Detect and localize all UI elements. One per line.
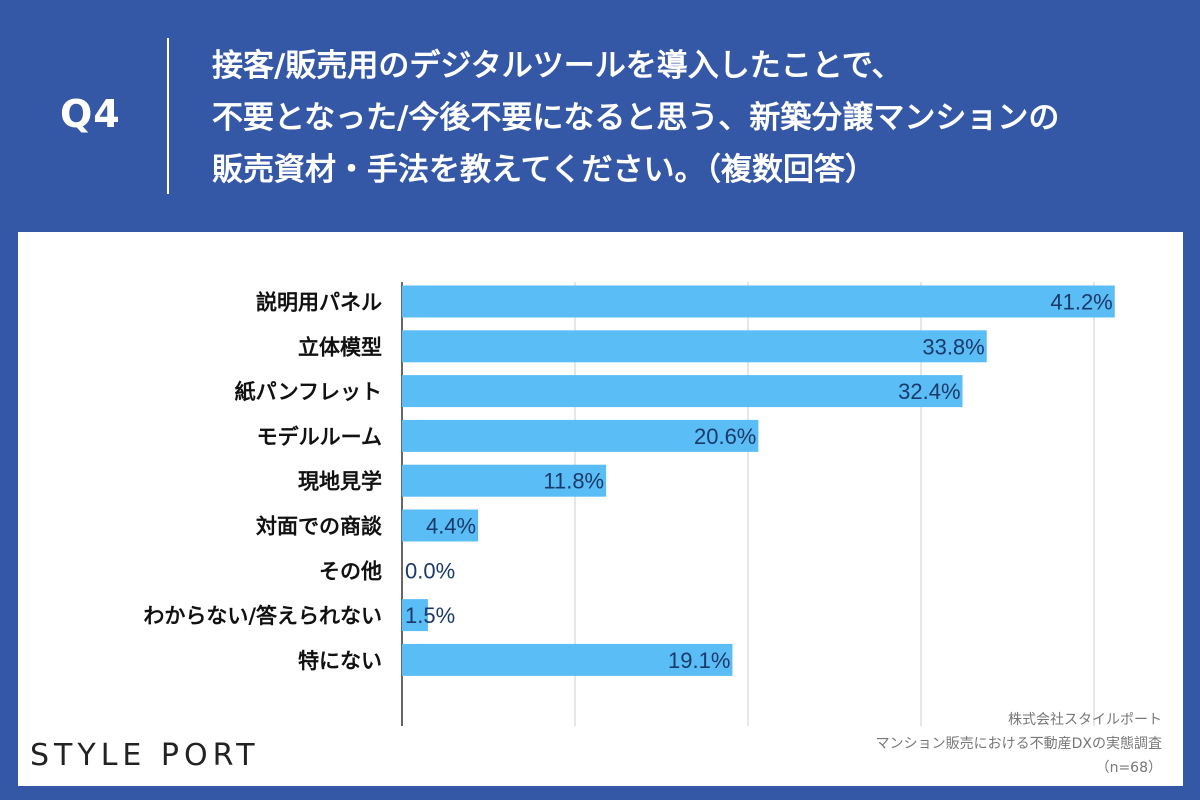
value-label: 19.1%	[668, 648, 730, 673]
bar	[402, 643, 733, 676]
bar	[402, 285, 1115, 318]
source-company: 株式会社スタイルポート	[1008, 712, 1162, 728]
source-note: 株式会社スタイルポート マンション販売における不動産DXの実態調査 （n=68）	[876, 708, 1162, 780]
category-label: 対面での商談	[256, 515, 383, 539]
bar	[402, 419, 759, 452]
value-label: 4.4%	[426, 514, 476, 539]
question-line-1: 接客/販売用のデジタルツールを導入したことで、	[212, 48, 903, 84]
category-label: 説明用パネル	[256, 291, 382, 315]
question-text: 接客/販売用のデジタルツールを導入したことで、 不要となった/今後不要になると思…	[212, 40, 1192, 196]
bar	[402, 464, 607, 497]
question-line-3: 販売資材・手法を教えてください。（複数回答）	[212, 152, 877, 188]
style-port-logo: STYLE PORT	[30, 738, 260, 773]
value-label: 32.4%	[898, 379, 960, 404]
value-label: 11.8%	[543, 469, 604, 494]
category-label: 現地見学	[298, 470, 382, 494]
value-label: 41.2%	[1050, 290, 1112, 315]
bar	[402, 375, 963, 408]
category-label: 特にない	[298, 649, 382, 673]
bar	[402, 599, 428, 632]
value-label: 1.5%	[405, 603, 455, 628]
source-sample-size: （n=68）	[1095, 760, 1162, 776]
category-label: モデルルーム	[257, 425, 382, 449]
chart-panel: 説明用パネル 41.2% 立体模型 33.8% 紙パンフレット 32.4% モデルルーム 20…	[18, 232, 1183, 786]
category-label: 立体模型	[298, 335, 382, 359]
source-survey: マンション販売における不動産DXの実態調査	[875, 736, 1162, 752]
bar	[402, 509, 479, 542]
question-line-2: 不要となった/今後不要になると思う、新築分譲マンションの	[212, 100, 1060, 136]
header-divider	[167, 38, 169, 194]
question-header: Q4 接客/販売用のデジタルツールを導入したことで、 不要となった/今後不要にな…	[0, 0, 1200, 232]
category-label: 紙パンフレット	[235, 380, 382, 404]
value-label: 20.6%	[694, 424, 756, 449]
value-label: 33.8%	[922, 334, 984, 359]
category-label: わからない/答えられない	[143, 604, 382, 628]
category-label: その他	[319, 559, 382, 583]
question-number: Q4	[60, 92, 121, 136]
bar-chart: 説明用パネル 41.2% 立体模型 33.8% 紙パンフレット 32.4% モデルルーム 20…	[143, 282, 1115, 726]
value-label: 0.0%	[405, 558, 455, 583]
bar	[402, 330, 987, 363]
